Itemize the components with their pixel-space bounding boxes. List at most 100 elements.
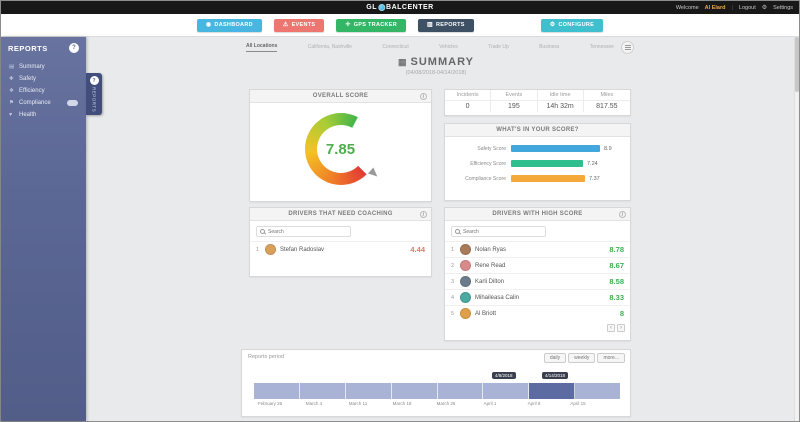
driver-name: Mihaileasa Calin: [475, 294, 520, 301]
pagination: ‹ ›: [445, 321, 630, 335]
stats-value-idle-time: 14h 32m: [538, 101, 584, 112]
timeline-segment[interactable]: [299, 383, 346, 399]
settings-link[interactable]: Settings: [773, 4, 793, 11]
high-score-title: DRIVERS WITH HIGH SCORE: [492, 211, 583, 217]
page-title: ▦ SUMMARY: [241, 56, 631, 68]
welcome-label: Welcome: [675, 4, 699, 11]
nav-configure-button[interactable]: ⚙ CONFIGURE: [540, 18, 604, 32]
tab-tennessee[interactable]: Tennessee: [589, 44, 614, 50]
sidebar-item-safety[interactable]: ✚ Safety: [1, 73, 86, 85]
tab-trade-up[interactable]: Trade Up: [488, 44, 509, 50]
sidebar-item-health[interactable]: ♥ Health: [1, 109, 86, 121]
driver-name: Stefan Radoslav: [280, 246, 325, 253]
period-timeline: [254, 383, 620, 399]
timeline-segment[interactable]: [391, 383, 438, 399]
health-icon: ♥: [9, 112, 13, 118]
timeline-segment[interactable]: [437, 383, 484, 399]
nav-reports-label: REPORTS: [436, 22, 465, 28]
info-icon[interactable]: [420, 93, 427, 100]
info-icon[interactable]: [619, 211, 626, 218]
driver-score: 8.58: [609, 277, 624, 286]
high-score-driver-row[interactable]: 2 Rene Read 8.67: [445, 257, 630, 273]
sidebar-item-summary[interactable]: ▤ Summary: [1, 61, 86, 73]
high-score-search[interactable]: [451, 226, 546, 237]
driver-name: Nolan Ryas: [475, 246, 507, 253]
overall-score-card: OVERALL SCORE 7.85: [249, 89, 432, 202]
nav-configure-label: CONFIGURE: [558, 22, 595, 28]
stats-value-miles: 817.55: [596, 103, 618, 110]
coaching-driver-row[interactable]: 1 Stefan Radoslav 4.44: [250, 241, 431, 257]
globe-icon: [378, 4, 386, 11]
more-button[interactable]: more...: [597, 353, 625, 363]
scrollbar-thumb[interactable]: [795, 37, 799, 92]
safety-score-label: Safety Score: [477, 145, 506, 152]
overall-score-value: 7.85: [325, 140, 356, 158]
tab-business[interactable]: Business: [539, 44, 560, 50]
driver-name: Al Briott: [475, 310, 497, 317]
daily-button[interactable]: daily: [543, 353, 567, 363]
info-icon[interactable]: [420, 211, 427, 218]
timeline-segment[interactable]: [254, 383, 300, 399]
high-score-driver-row[interactable]: 5 Al Briott 8: [445, 305, 630, 321]
coaching-search[interactable]: [256, 226, 351, 237]
nav-reports-button[interactable]: ▥ REPORTS: [418, 18, 474, 32]
prev-page-button[interactable]: ‹: [607, 324, 615, 332]
logout-link[interactable]: Logout: [738, 4, 756, 11]
app-logo: GL BALCENTER: [366, 1, 433, 14]
driver-score: 8.33: [609, 293, 624, 302]
safety-icon: ✚: [9, 76, 14, 82]
sidebar-item-label: Health: [19, 112, 37, 118]
stats-header-incidents: Incidents: [445, 90, 492, 101]
tab-connecticut[interactable]: Connecticut: [382, 44, 409, 50]
reports-pinned-tab[interactable]: ? REPORTS: [86, 73, 102, 115]
compliance-score-value: 7.37: [589, 175, 600, 182]
coaching-header: DRIVERS THAT NEED COACHING: [250, 208, 431, 221]
overall-score-title: OVERALL SCORE: [312, 93, 369, 99]
dashboard-icon: ◉: [205, 22, 212, 28]
driver-score: 8.78: [609, 245, 624, 254]
sidebar-item-compliance[interactable]: ⚑ Compliance: [1, 97, 86, 109]
timeline-segment[interactable]: [575, 383, 620, 399]
efficiency-score-row: Efficiency Score 7.24: [451, 160, 624, 167]
search-icon: [455, 229, 460, 234]
avatar: [460, 292, 471, 303]
sidebar-title: REPORTS: [8, 43, 48, 53]
overall-score-header: OVERALL SCORE: [250, 90, 431, 103]
export-menu-button[interactable]: [621, 41, 634, 54]
reports-tab-icon: ?: [89, 76, 99, 85]
high-score-search-input[interactable]: [463, 228, 542, 235]
weekly-button[interactable]: weekly: [568, 353, 596, 363]
score-breakdown-title: WHAT'S IN YOUR SCORE?: [496, 127, 579, 133]
timeline-segment[interactable]: [345, 383, 392, 399]
stats-value-incidents: 0: [445, 101, 492, 112]
tick-label: April 15: [570, 401, 586, 406]
high-score-driver-row[interactable]: 1 Nolan Ryas 8.78: [445, 241, 630, 257]
tab-all-locations[interactable]: All Locations: [246, 43, 278, 52]
sidebar-item-label: Compliance: [19, 100, 51, 106]
tab-vehicles[interactable]: Vehicles: [439, 44, 458, 50]
main-nav: ◉ DASHBOARD ⚠ EVENTS ✛ GPS TRACKER ▥ REP…: [1, 14, 799, 37]
hamburger-icon: [624, 47, 631, 48]
timeline-segment[interactable]: [483, 383, 530, 399]
next-page-button[interactable]: ›: [617, 324, 625, 332]
coaching-search-input[interactable]: [268, 228, 347, 235]
safety-score-value: 8.9: [604, 145, 612, 152]
reports-module-icon: ?: [69, 43, 79, 53]
high-score-driver-row[interactable]: 4 Mihaileasa Calin 8.33: [445, 289, 630, 305]
sidebar-item-efficiency[interactable]: ❖ Efficiency: [1, 85, 86, 97]
sidebar-item-label: Efficiency: [19, 88, 45, 94]
high-score-driver-row[interactable]: 3 Karli Dilton 8.58: [445, 273, 630, 289]
nav-dashboard-button[interactable]: ◉ DASHBOARD: [196, 18, 262, 32]
sidebar-item-label: Summary: [19, 64, 45, 70]
nav-gps-tracker-button[interactable]: ✛ GPS TRACKER: [336, 18, 407, 32]
driver-rank: 3: [451, 278, 455, 285]
nav-events-button[interactable]: ⚠ EVENTS: [273, 18, 325, 32]
driver-name: Karli Dilton: [475, 278, 505, 285]
stats-header-idle-time: Idle time: [537, 90, 584, 101]
timeline-segment-selected[interactable]: [529, 383, 576, 399]
avatar: [460, 308, 471, 319]
nav-dashboard-label: DASHBOARD: [214, 22, 253, 28]
tab-california-nashville[interactable]: California, Nashville: [307, 44, 352, 50]
page-title-text: SUMMARY: [410, 56, 474, 68]
selected-end-tooltip: 4/14/2018: [542, 372, 569, 379]
